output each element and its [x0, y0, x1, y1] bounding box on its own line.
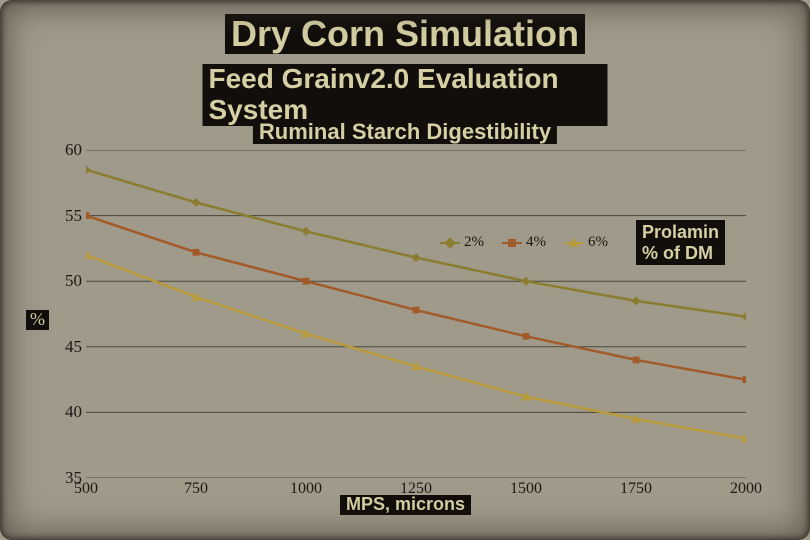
- chart-marker: [86, 212, 89, 219]
- chart-title: Ruminal Starch Digestibility: [253, 120, 557, 144]
- chart-marker: [86, 165, 91, 174]
- chart-marker: [411, 253, 420, 262]
- chart-marker: [303, 278, 310, 285]
- y-tick-label: 45: [48, 337, 82, 357]
- chart-marker: [633, 357, 640, 364]
- x-tick-label: 1000: [290, 480, 322, 498]
- x-tick-label: 1750: [620, 480, 652, 498]
- y-tick-label: 40: [48, 402, 82, 422]
- y-tick-label: 50: [48, 271, 82, 291]
- chart-marker: [741, 312, 746, 321]
- chart-marker: [193, 249, 200, 256]
- legend-label: 6%: [588, 234, 608, 251]
- chart-legend: 2% 4% 6%: [440, 234, 608, 251]
- y-tick-label: 60: [48, 140, 82, 160]
- chart-marker: [523, 333, 530, 340]
- diamond-icon: [440, 242, 460, 244]
- chart-series-line: [86, 216, 746, 380]
- y-axis-label: %: [26, 310, 49, 330]
- legend-label: 2%: [464, 234, 484, 251]
- chart-marker: [191, 198, 200, 207]
- x-tick-label: 2000: [730, 480, 762, 498]
- legend-item-4pct: 4%: [502, 234, 546, 251]
- legend-item-6pct: 6%: [564, 234, 608, 251]
- legend-item-2pct: 2%: [440, 234, 484, 251]
- chart-series-group: [86, 165, 746, 442]
- x-tick-label: 500: [74, 480, 98, 498]
- square-icon: [502, 242, 522, 244]
- chart-marker: [301, 227, 310, 236]
- x-tick-label: 1250: [400, 480, 432, 498]
- x-tick-label: 1500: [510, 480, 542, 498]
- page-title-2: Feed Grainv2.0 Evaluation System: [203, 64, 608, 126]
- chart-marker: [631, 296, 640, 305]
- triangle-icon: [564, 242, 584, 244]
- y-tick-label: 55: [48, 206, 82, 226]
- page-title-1: Dry Corn Simulation: [225, 14, 585, 54]
- line-chart: [86, 150, 746, 478]
- chart-marker: [413, 307, 420, 314]
- chart-series-line: [86, 170, 746, 317]
- chart-marker: [743, 376, 746, 383]
- legend-label: 4%: [526, 234, 546, 251]
- x-tick-label: 750: [184, 480, 208, 498]
- chart-marker: [521, 277, 530, 286]
